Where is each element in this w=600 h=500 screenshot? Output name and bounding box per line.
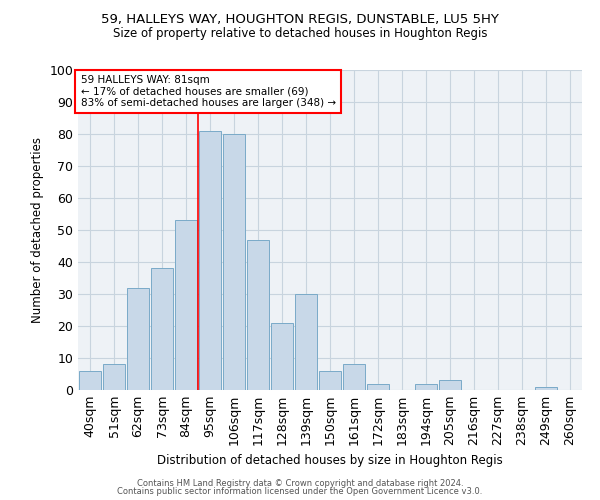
Y-axis label: Number of detached properties: Number of detached properties bbox=[31, 137, 44, 323]
Bar bbox=[343, 364, 365, 390]
Bar bbox=[439, 380, 461, 390]
Text: Contains public sector information licensed under the Open Government Licence v3: Contains public sector information licen… bbox=[118, 487, 482, 496]
Bar bbox=[127, 288, 149, 390]
Bar bbox=[415, 384, 437, 390]
Text: 59, HALLEYS WAY, HOUGHTON REGIS, DUNSTABLE, LU5 5HY: 59, HALLEYS WAY, HOUGHTON REGIS, DUNSTAB… bbox=[101, 12, 499, 26]
Bar bbox=[319, 371, 341, 390]
Text: 59 HALLEYS WAY: 81sqm
← 17% of detached houses are smaller (69)
83% of semi-deta: 59 HALLEYS WAY: 81sqm ← 17% of detached … bbox=[80, 75, 335, 108]
Bar bbox=[103, 364, 125, 390]
Bar bbox=[199, 131, 221, 390]
Bar bbox=[223, 134, 245, 390]
Text: Size of property relative to detached houses in Houghton Regis: Size of property relative to detached ho… bbox=[113, 28, 487, 40]
Bar bbox=[247, 240, 269, 390]
Bar bbox=[535, 387, 557, 390]
Bar bbox=[175, 220, 197, 390]
Bar bbox=[79, 371, 101, 390]
Bar bbox=[367, 384, 389, 390]
Bar bbox=[151, 268, 173, 390]
Text: Contains HM Land Registry data © Crown copyright and database right 2024.: Contains HM Land Registry data © Crown c… bbox=[137, 478, 463, 488]
Bar bbox=[295, 294, 317, 390]
X-axis label: Distribution of detached houses by size in Houghton Regis: Distribution of detached houses by size … bbox=[157, 454, 503, 466]
Bar bbox=[271, 323, 293, 390]
